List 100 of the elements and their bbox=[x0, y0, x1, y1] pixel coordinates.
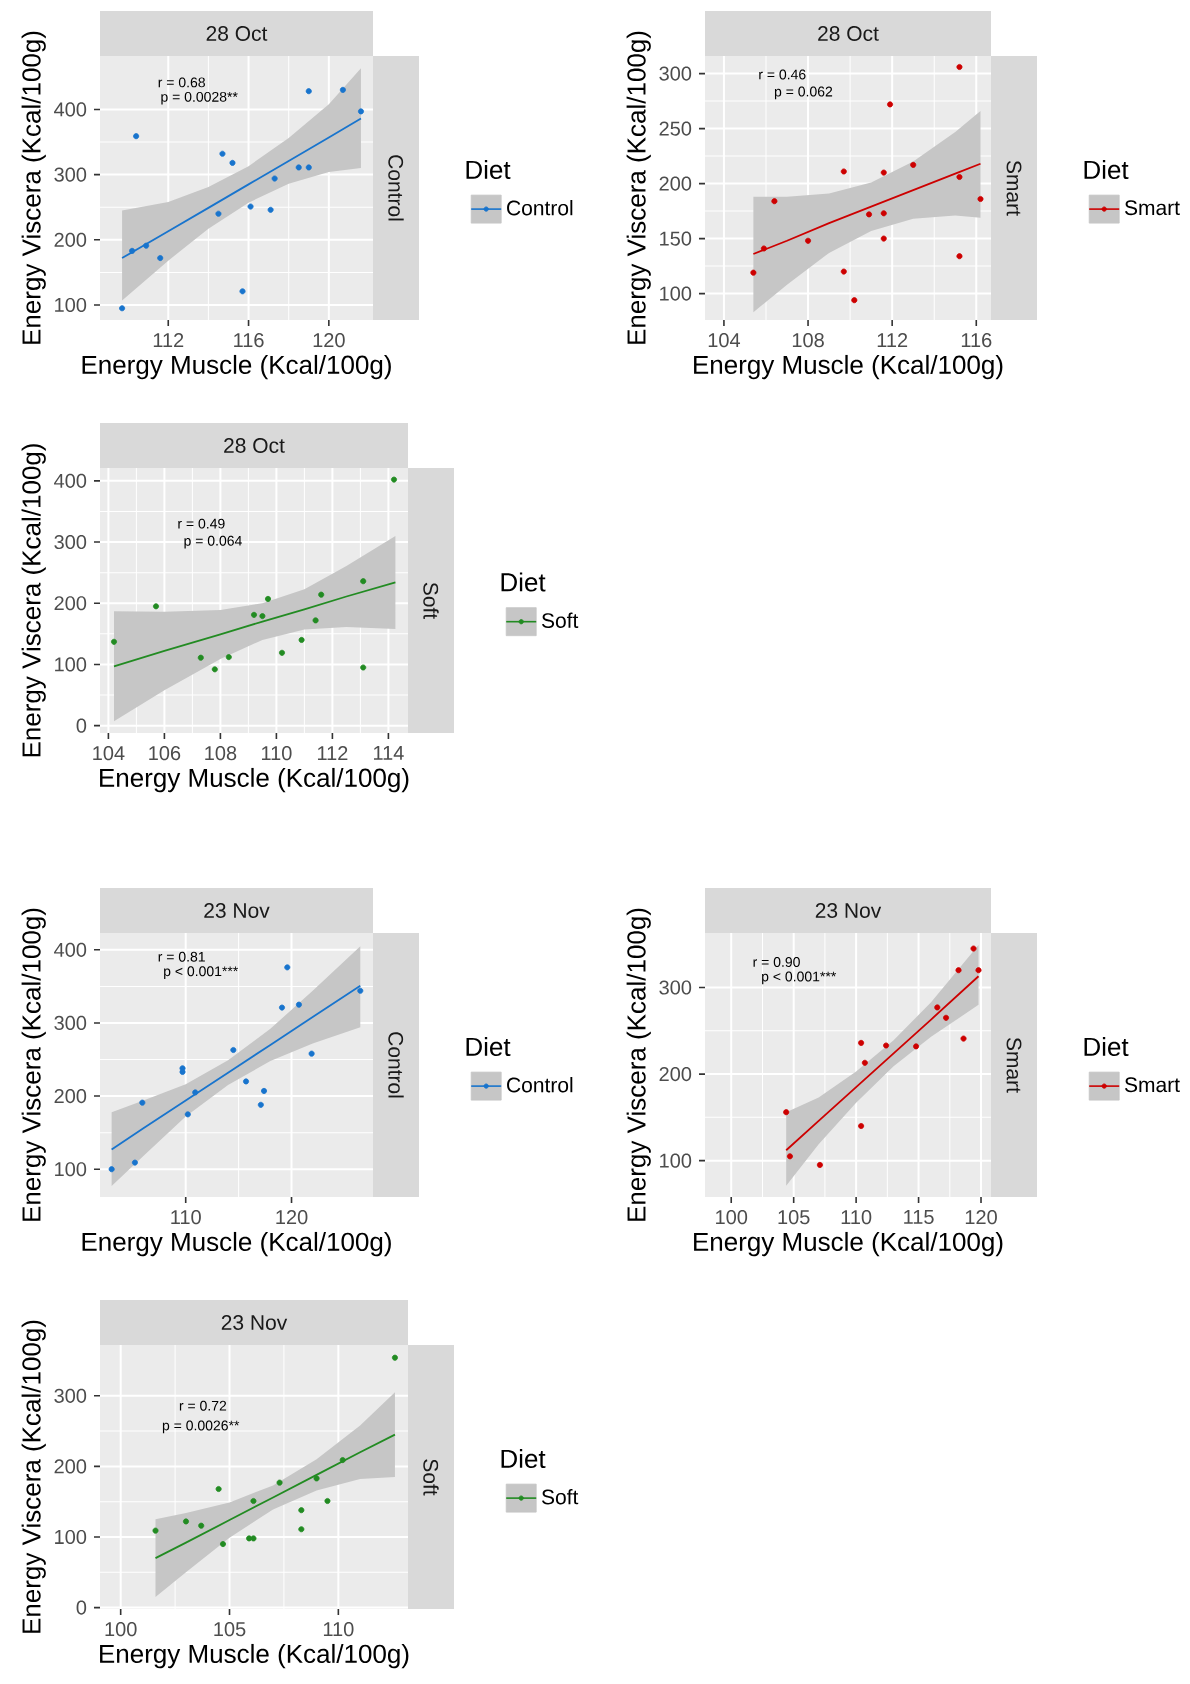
point bbox=[139, 1099, 146, 1106]
text: Control bbox=[388, 155, 404, 221]
point bbox=[960, 1035, 967, 1042]
point bbox=[883, 1042, 890, 1049]
x-axis-title: Energy Muscle (Kcal/100g) bbox=[694, 1231, 1003, 1257]
y-tick-label: 100 bbox=[660, 1153, 692, 1168]
point bbox=[955, 967, 962, 974]
y-tick-label: 300 bbox=[54, 1388, 87, 1403]
point bbox=[284, 964, 291, 971]
x-tick-label: 120 bbox=[276, 1210, 308, 1225]
y-tick-label: 400 bbox=[54, 942, 87, 957]
point bbox=[279, 1004, 285, 1011]
text: Control bbox=[388, 1032, 404, 1098]
point bbox=[308, 1050, 315, 1057]
y-axis-title: Energy Viscera (Kcal/100g) bbox=[21, 908, 46, 1221]
x-axis-title: Energy Muscle (Kcal/100g) bbox=[694, 354, 1003, 380]
point bbox=[261, 1087, 268, 1094]
point bbox=[295, 164, 302, 171]
point bbox=[313, 1475, 320, 1482]
line-series bbox=[113, 581, 397, 668]
point bbox=[230, 1047, 237, 1053]
y-tick-label: 300 bbox=[54, 1015, 87, 1031]
line-series bbox=[121, 117, 362, 259]
y-tick-label: 300 bbox=[659, 66, 692, 81]
chart-title: 23 Nov bbox=[204, 903, 270, 918]
point bbox=[816, 1161, 823, 1168]
point bbox=[324, 1498, 331, 1504]
line-series bbox=[110, 984, 362, 1151]
x-tick-label: 106 bbox=[149, 746, 181, 761]
annotation: p < 0.001*** bbox=[164, 966, 239, 979]
y-axis-title: Energy Viscera (Kcal/100g) bbox=[626, 908, 651, 1221]
x-tick-label: 110 bbox=[261, 746, 292, 761]
point bbox=[305, 164, 312, 171]
point bbox=[133, 133, 140, 140]
point bbox=[750, 269, 757, 276]
point bbox=[913, 1043, 920, 1050]
y-axis-title: Energy Viscera (Kcal/100g) bbox=[21, 31, 46, 344]
point bbox=[943, 1014, 950, 1021]
point bbox=[880, 169, 887, 176]
point bbox=[956, 253, 963, 260]
point bbox=[298, 1507, 305, 1514]
point bbox=[215, 210, 222, 217]
line-series bbox=[752, 162, 982, 255]
annotation: r = 0.49 bbox=[178, 518, 225, 529]
point bbox=[143, 242, 150, 249]
point bbox=[760, 245, 767, 252]
x-tick-label: 110 bbox=[323, 1622, 354, 1637]
point bbox=[805, 237, 812, 244]
y-tick-label: 300 bbox=[54, 167, 87, 182]
x-axis-title: Energy Muscle (Kcal/100g) bbox=[100, 1643, 409, 1669]
point bbox=[305, 88, 312, 95]
y-tick-label: 300 bbox=[54, 534, 87, 550]
point bbox=[858, 1123, 865, 1130]
legend-label: Smart bbox=[1124, 1077, 1180, 1093]
annotation: p = 0.0026** bbox=[162, 1420, 240, 1434]
point bbox=[111, 638, 117, 645]
x-tick-label: 100 bbox=[105, 1622, 137, 1637]
x-tick-label: 104 bbox=[93, 746, 125, 761]
legend-label: Soft bbox=[541, 1489, 579, 1505]
point bbox=[250, 1535, 257, 1542]
point bbox=[276, 1479, 283, 1486]
point bbox=[129, 247, 136, 254]
legend-label: Control bbox=[507, 1077, 573, 1093]
x-tick-label: 100 bbox=[716, 1210, 748, 1225]
point bbox=[295, 1001, 302, 1008]
point bbox=[391, 1354, 398, 1361]
point bbox=[298, 636, 305, 643]
point bbox=[783, 1109, 790, 1116]
y-tick-label: 0 bbox=[76, 718, 87, 733]
y-tick-label: 200 bbox=[54, 1459, 87, 1474]
legend-title: Diet bbox=[466, 1036, 511, 1057]
annotation: r = 0.90 bbox=[753, 957, 800, 967]
legend-title: Diet bbox=[1084, 159, 1129, 180]
y-tick-label: 0 bbox=[76, 1600, 87, 1615]
annotation: r = 0.72 bbox=[179, 1400, 227, 1411]
point bbox=[157, 255, 164, 262]
point bbox=[975, 967, 982, 974]
legend-title: Diet bbox=[501, 1448, 546, 1469]
point bbox=[910, 161, 917, 168]
y-tick-label: 300 bbox=[659, 980, 692, 995]
y-tick-label: 400 bbox=[54, 102, 87, 117]
x-axis-title: Energy Muscle (Kcal/100g) bbox=[100, 767, 409, 793]
point bbox=[840, 268, 847, 275]
point bbox=[229, 159, 236, 166]
x-tick-label: 104 bbox=[708, 333, 741, 348]
text: Soft bbox=[423, 582, 439, 620]
point bbox=[251, 611, 257, 618]
y-tick-label: 100 bbox=[55, 297, 87, 313]
point bbox=[153, 603, 159, 610]
x-tick-label: 108 bbox=[205, 746, 237, 761]
x-tick-label: 115 bbox=[904, 1210, 934, 1224]
legend-title: Diet bbox=[1084, 1036, 1129, 1057]
legend-title: Diet bbox=[501, 572, 546, 592]
point bbox=[391, 476, 397, 483]
point bbox=[970, 945, 977, 952]
point bbox=[265, 595, 271, 602]
point bbox=[851, 297, 858, 304]
point bbox=[339, 86, 346, 93]
point bbox=[225, 654, 232, 661]
x-tick-label: 120 bbox=[313, 333, 345, 348]
